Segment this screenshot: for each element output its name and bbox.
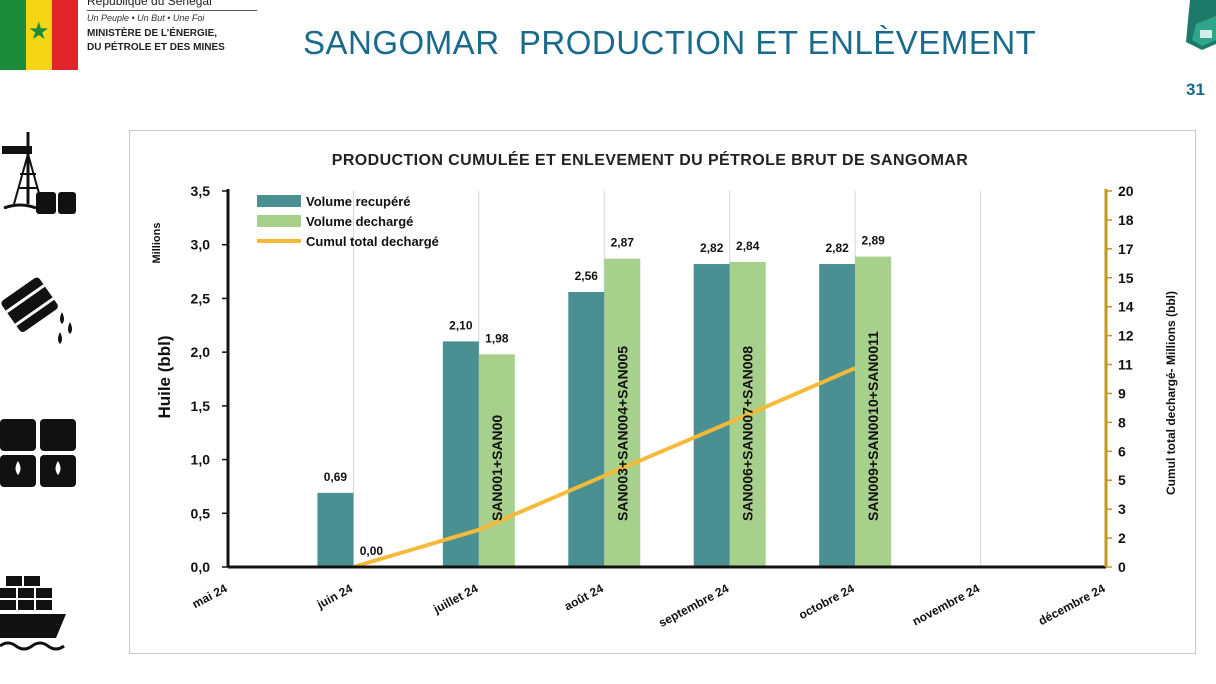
y-tick-label: 3,5 [191, 183, 211, 199]
x-tick-label: novembre 24 [910, 581, 982, 628]
y2-tick-label: 6 [1118, 443, 1126, 459]
chart-panel: PRODUCTION CUMULÉE ET ENLEVEMENT DU PÉTR… [129, 130, 1196, 654]
data-label-recupere: 0,69 [324, 470, 348, 484]
y-axis-title: Huile (bbl) [155, 335, 174, 418]
ministry-name-line1: MINISTÈRE DE L’ÉNERGIE, [87, 28, 218, 39]
legend-label: Volume dechargé [306, 214, 413, 229]
y2-tick-label: 9 [1118, 385, 1126, 401]
y-tick-label: 0,0 [191, 559, 211, 575]
y-tick-label: 1,0 [191, 452, 211, 468]
star-icon: ★ [28, 18, 50, 45]
y2-tick-label: 12 [1118, 328, 1134, 344]
legend-label: Cumul total dechargé [306, 234, 439, 249]
y2-tick-label: 20 [1118, 183, 1134, 199]
data-label-decharge: 0,00 [360, 544, 384, 558]
logo-icon [1186, 0, 1216, 50]
x-tick-label: juillet 24 [430, 581, 480, 617]
data-label-decharge: 2,89 [861, 234, 885, 248]
bar-volume-recupere [693, 264, 730, 567]
x-tick-label: décembre 24 [1036, 581, 1108, 628]
legend-swatch [257, 195, 301, 207]
bar-volume-decharge [855, 256, 892, 567]
legend-swatch [257, 215, 301, 227]
bar-volume-decharge [604, 258, 641, 567]
page-number: 31 [1186, 80, 1205, 99]
y-tick-label: 1,5 [191, 398, 211, 414]
x-tick-label: juin 24 [314, 581, 355, 612]
y2-tick-label: 17 [1118, 241, 1134, 257]
production-chart: PRODUCTION CUMULÉE ET ENLEVEMENT DU PÉTR… [151, 150, 1178, 630]
bar-volume-recupere [442, 341, 479, 567]
y2-tick-label: 0 [1118, 559, 1126, 575]
data-label-recupere: 2,10 [449, 318, 473, 332]
bar-volume-recupere [317, 492, 354, 567]
y-tick-label: 2,5 [191, 290, 211, 306]
chart-title: PRODUCTION CUMULÉE ET ENLEVEMENT DU PÉTR… [332, 150, 969, 169]
cargo-ship-icon [0, 576, 66, 651]
data-label-recupere: 2,82 [825, 241, 849, 255]
data-label-recupere: 2,56 [575, 269, 599, 283]
senegal-flag: ★ [0, 0, 78, 70]
y2-tick-label: 3 [1118, 501, 1126, 517]
bar-annotation: SAN009+SAN0010+SAN0011 [865, 331, 881, 521]
y-tick-label: 3,0 [191, 237, 211, 253]
x-tick-label: septembre 24 [656, 581, 731, 630]
y2-tick-label: 11 [1118, 357, 1133, 373]
data-label-decharge: 1,98 [485, 331, 509, 345]
ministry-block: République du Sénégal Un Peuple • Un But… [87, 0, 257, 55]
bar-volume-recupere [819, 264, 856, 567]
data-label-decharge: 2,87 [611, 236, 635, 250]
x-tick-label: août 24 [562, 581, 606, 613]
bar-volume-decharge [478, 354, 515, 567]
y-tick-label: 0,5 [191, 505, 211, 521]
y2-tick-label: 15 [1118, 270, 1134, 286]
oil-derrick-icon [2, 132, 76, 214]
ministry-name-line2: DU PÉTROLE ET DES MINES [87, 42, 225, 53]
oil-barrels-icon [0, 419, 76, 487]
y2-tick-label: 18 [1118, 212, 1134, 228]
oil-barrel-spill-icon [1, 277, 72, 344]
y2-tick-label: 8 [1118, 414, 1126, 430]
y2-tick-label: 2 [1118, 530, 1126, 546]
bar-volume-recupere [568, 291, 605, 567]
page-title: SANGOMAR PRODUCTION ET ENLÈVEMENT [303, 24, 1037, 61]
data-label-recupere: 2,82 [700, 241, 724, 255]
national-motto: Un Peuple • Un But • Une Foi [87, 10, 257, 23]
bar-annotation: SAN001+SAN00 [489, 415, 505, 521]
y-unit-label: Millions [151, 223, 163, 264]
x-tick-label: mai 24 [190, 581, 230, 611]
data-label-decharge: 2,84 [736, 239, 760, 253]
y-tick-label: 2,0 [191, 344, 211, 360]
bar-annotation: SAN006+SAN007+SAN008 [740, 346, 756, 521]
y2-tick-label: 14 [1118, 299, 1134, 315]
x-tick-label: octobre 24 [796, 581, 856, 622]
y2-axis-title: Cumul total dechargé- Millions (bbl) [1164, 291, 1178, 495]
legend-label: Volume recupéré [306, 194, 411, 209]
y2-tick-label: 5 [1118, 472, 1126, 488]
bar-annotation: SAN003+SAN004+SAN005 [614, 346, 630, 521]
republic-name: République du Sénégal [87, 0, 212, 8]
